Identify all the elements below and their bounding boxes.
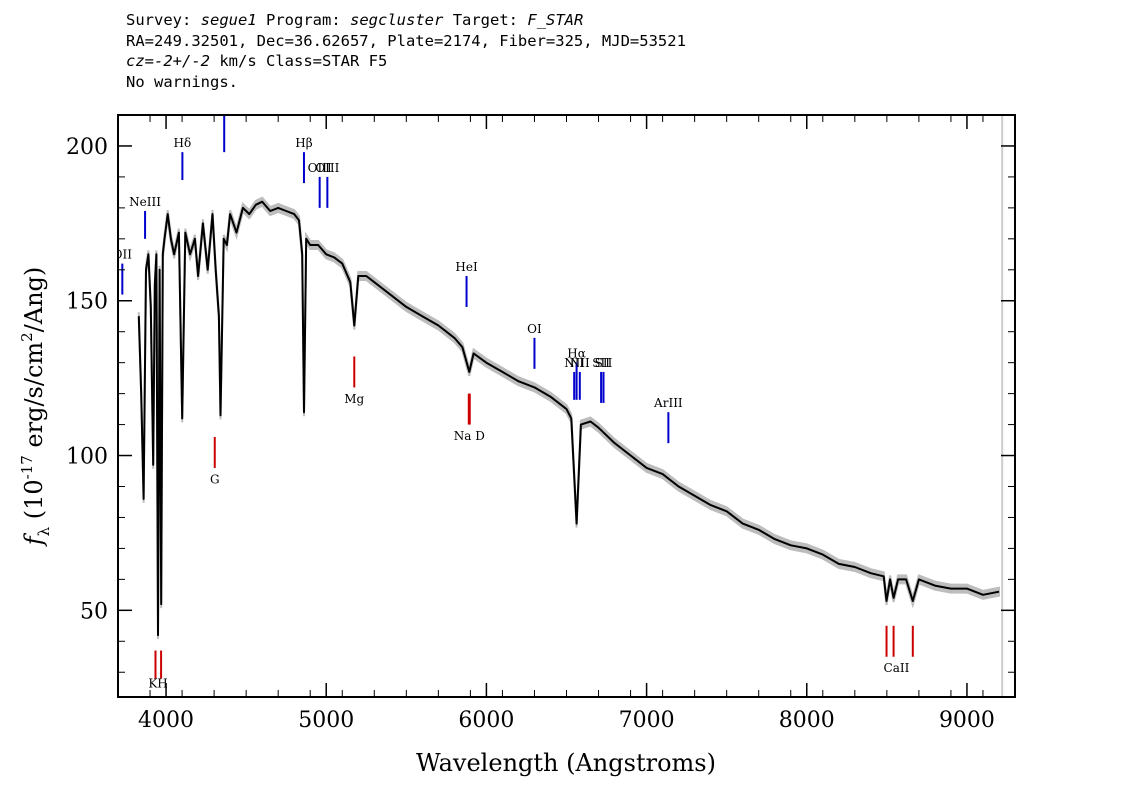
- absorption-line-label: G: [210, 472, 220, 486]
- header-line-3: cz=-2+/-2 km/s Class=STAR F5: [126, 51, 686, 72]
- emission-line-label: HeI: [455, 260, 478, 274]
- emission-line-label: OII: [113, 248, 133, 262]
- y-tick-label: 150: [66, 290, 108, 315]
- x-tick-label: 4000: [138, 708, 194, 733]
- absorption-line-label: Mg: [344, 392, 364, 406]
- y-tick-label: 200: [66, 135, 108, 160]
- y-axis-title: fλ (10-17 erg/s/cm2/Ang): [18, 267, 53, 548]
- header-line-4: No warnings.: [126, 72, 238, 91]
- header-line-2: RA=249.32501, Dec=36.62657, Plate=2174, …: [126, 31, 686, 50]
- y-title-mid: erg/s/cm: [20, 342, 48, 456]
- spectrum-line: [137, 200, 1000, 637]
- x-tick-label: 6000: [458, 708, 514, 733]
- axis-ticks: 4000 5000 6000 7000 8000 9000 50 100 150 200: [66, 114, 1016, 733]
- spectrum-layer: [137, 200, 1000, 637]
- y-tick-label: 50: [80, 599, 108, 624]
- emission-line-label: NII: [564, 356, 584, 370]
- emission-line-label: OIII: [308, 161, 332, 175]
- absorption-line-label: CaII: [884, 661, 910, 675]
- emission-line-label: Hα: [567, 347, 586, 361]
- survey-value: segue1: [200, 11, 257, 29]
- survey-label: Survey:: [126, 11, 192, 29]
- absorption-line-label: KH: [148, 677, 167, 691]
- header-line-1: Survey: segue1 Program: segcluster Targe…: [126, 10, 686, 31]
- x-tick-label: 5000: [298, 708, 354, 733]
- emission-line-label: SII: [592, 356, 610, 370]
- x-axis-title: Wavelength (Angstroms): [416, 749, 716, 777]
- emission-line-label: NII: [570, 356, 590, 370]
- emission-line-label: Hβ: [295, 136, 312, 150]
- emission-line-label: Hδ: [174, 136, 192, 150]
- emission-line-label: SII: [595, 356, 613, 370]
- emission-line-label: NeIII: [129, 195, 161, 209]
- program-label: Program:: [266, 11, 341, 29]
- spectrum-header: Survey: segue1 Program: segcluster Targe…: [126, 10, 686, 92]
- program-value: segcluster: [350, 11, 444, 29]
- y-title-close: /Ang): [20, 267, 48, 333]
- y-title-sub: λ: [35, 526, 53, 536]
- target-label: Target:: [452, 11, 519, 29]
- x-tick-label: 9000: [939, 708, 995, 733]
- emission-line-label: ArIII: [653, 396, 683, 410]
- class-text: km/s Class=STAR F5: [210, 52, 388, 70]
- absorption-line-label: Na D: [454, 429, 485, 443]
- emission-line-label: OI: [527, 322, 542, 336]
- x-tick-label: 8000: [779, 708, 835, 733]
- x-tick-label: 7000: [619, 708, 675, 733]
- emission-line-label: OIII: [315, 161, 339, 175]
- target-value: F_STAR: [527, 11, 584, 29]
- cz-label: cz=: [126, 52, 154, 70]
- y-title-exp2: 2: [18, 332, 36, 342]
- y-tick-label: 100: [66, 445, 108, 470]
- emission-line-label: OIII: [212, 99, 236, 113]
- cz-value: -2+/-2: [154, 52, 210, 70]
- y-title-open: (10: [20, 479, 48, 527]
- y-title-exp1: -17: [18, 455, 36, 479]
